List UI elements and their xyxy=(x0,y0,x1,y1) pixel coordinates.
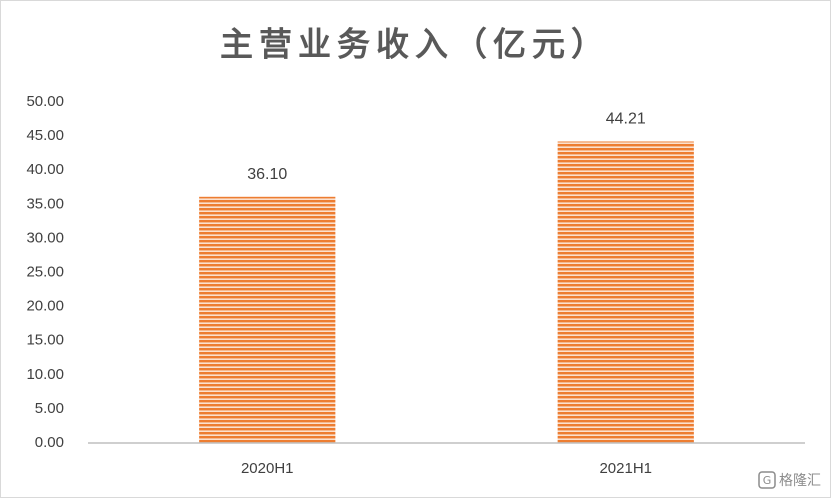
y-tick-label: 0.00 xyxy=(35,434,64,451)
data-label: 44.21 xyxy=(606,111,646,128)
y-tick-label: 45.00 xyxy=(26,127,64,144)
bar xyxy=(557,141,694,443)
bar xyxy=(199,196,336,443)
y-tick-label: 20.00 xyxy=(26,298,64,315)
watermark-logo: G xyxy=(758,471,776,489)
x-tick-label: 2021H1 xyxy=(599,460,652,477)
y-tick-label: 5.00 xyxy=(35,400,64,417)
y-tick-label: 10.00 xyxy=(26,366,64,383)
x-tick-label: 2020H1 xyxy=(241,460,294,477)
svg-text:G: G xyxy=(763,474,772,487)
y-tick-label: 30.00 xyxy=(26,229,64,246)
y-tick-label: 15.00 xyxy=(26,332,64,349)
chart-title: 主营业务收入（亿元） xyxy=(220,25,610,64)
y-tick-label: 50.00 xyxy=(26,93,64,110)
watermark: 格隆汇 xyxy=(779,473,821,489)
y-tick-label: 25.00 xyxy=(26,263,64,280)
data-label: 36.10 xyxy=(247,166,287,183)
y-tick-label: 35.00 xyxy=(26,195,64,212)
y-tick-label: 40.00 xyxy=(26,161,64,178)
